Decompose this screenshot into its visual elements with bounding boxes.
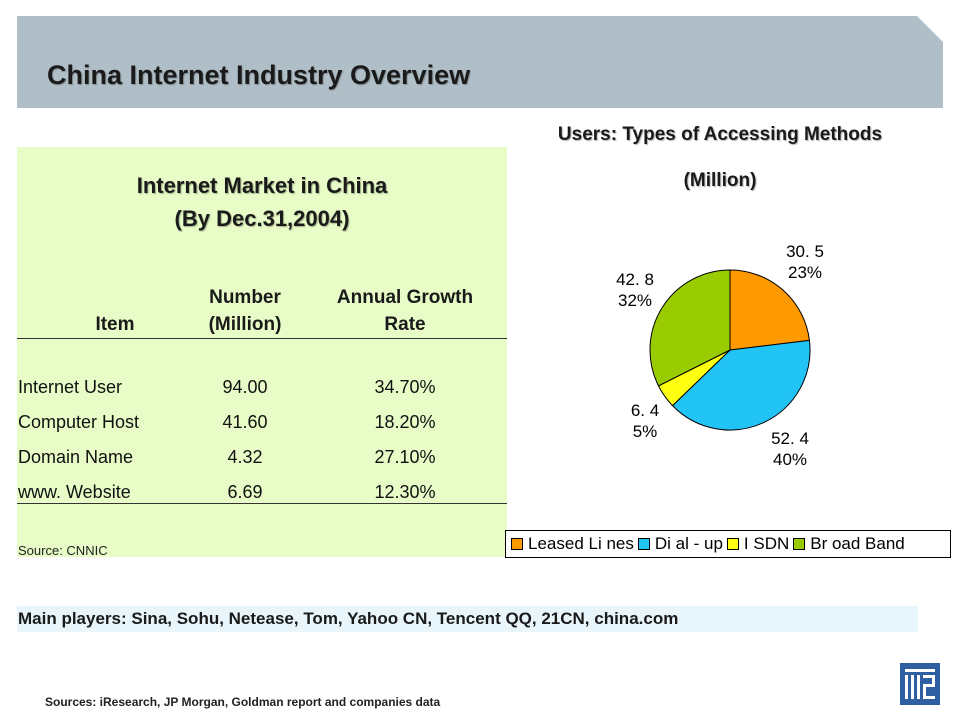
legend-label: Br oad Band <box>810 534 905 553</box>
legend-item-isdn: I SDN <box>726 534 790 554</box>
row-growth: 18.20% <box>374 412 436 432</box>
pie-slice-dial-up <box>671 339 811 431</box>
legend-item-dial-up: Di al - up <box>637 534 723 554</box>
row-growth: 27.10% <box>374 447 436 467</box>
legend-label: Leased Li nes <box>528 534 634 553</box>
legend-swatch <box>726 538 739 550</box>
legend-swatch <box>511 538 523 550</box>
header-growth-line1: Annual Growth <box>336 287 474 308</box>
pie-chart <box>649 269 811 431</box>
dial-up-value-label: 52. 4 <box>771 429 809 448</box>
label-dial-up: 52. 4 40% <box>760 428 820 470</box>
row-item: Domain Name <box>18 447 134 467</box>
label-isdn: 6. 4 5% <box>615 400 675 442</box>
header-bar <box>17 16 943 108</box>
table-source: Source: CNNIC <box>18 543 108 558</box>
legend-label: Di al - up <box>654 534 723 553</box>
header-number-line1: Number <box>209 287 281 308</box>
legend-item-broad-band: Br oad Band <box>793 534 905 554</box>
sources-footnote: Sources: iResearch, JP Morgan, Goldman r… <box>45 695 441 709</box>
dial-up-percent-label: 40% <box>772 450 808 469</box>
row-number: 94.00 <box>222 377 268 397</box>
row-number: 6.69 <box>227 482 263 502</box>
chart-title: Users: Types of Accessing Methods <box>557 124 883 145</box>
isdn-percent-label: 5% <box>632 422 658 441</box>
table-bottom-rule <box>17 503 507 504</box>
chart-subtitle: (Million) <box>683 170 757 191</box>
company-logo-icon <box>900 663 940 705</box>
table-subtitle: (By Dec.31,2004) <box>174 206 350 231</box>
broad-band-percent-label: 32% <box>617 291 653 310</box>
row-growth: 12.30% <box>374 482 436 502</box>
main-players-banner: Main players: Sina, Sohu, Netease, Tom, … <box>17 606 918 632</box>
pie-slice-broad-band <box>649 269 731 387</box>
legend-item-leased-lines: Leased Li nes <box>511 534 634 554</box>
row-number: 41.60 <box>222 412 268 432</box>
chart-legend: Leased Li nes Di al - up I SDN Br oad Ba… <box>505 530 951 558</box>
header-growth-line2: Rate <box>384 314 426 335</box>
label-leased-lines: 30. 5 23% <box>775 241 835 283</box>
table-header-rule <box>17 338 507 339</box>
table-title: Internet Market in China <box>136 173 388 198</box>
row-item: www. Website <box>18 482 131 502</box>
leased-lines-percent-label: 23% <box>787 263 823 282</box>
leased-lines-value-label: 30. 5 <box>786 242 824 261</box>
legend-label: I SDN <box>743 534 790 553</box>
label-broad-band: 42. 8 32% <box>605 269 665 311</box>
legend-swatch <box>793 538 806 550</box>
header-number-line2: (Million) <box>208 314 282 335</box>
pie-slice-leased-lines <box>729 269 810 351</box>
header-item: Item <box>95 314 135 335</box>
row-growth: 34.70% <box>374 377 436 397</box>
legend-swatch <box>637 538 650 550</box>
row-item: Computer Host <box>18 412 140 432</box>
row-number: 4.32 <box>227 447 263 467</box>
row-item: Internet User <box>18 377 123 397</box>
market-table-panel <box>17 147 507 557</box>
isdn-value-label: 6. 4 <box>630 401 660 420</box>
broad-band-value-label: 42. 8 <box>616 270 654 289</box>
page-title: China Internet Industry Overview <box>47 60 471 90</box>
